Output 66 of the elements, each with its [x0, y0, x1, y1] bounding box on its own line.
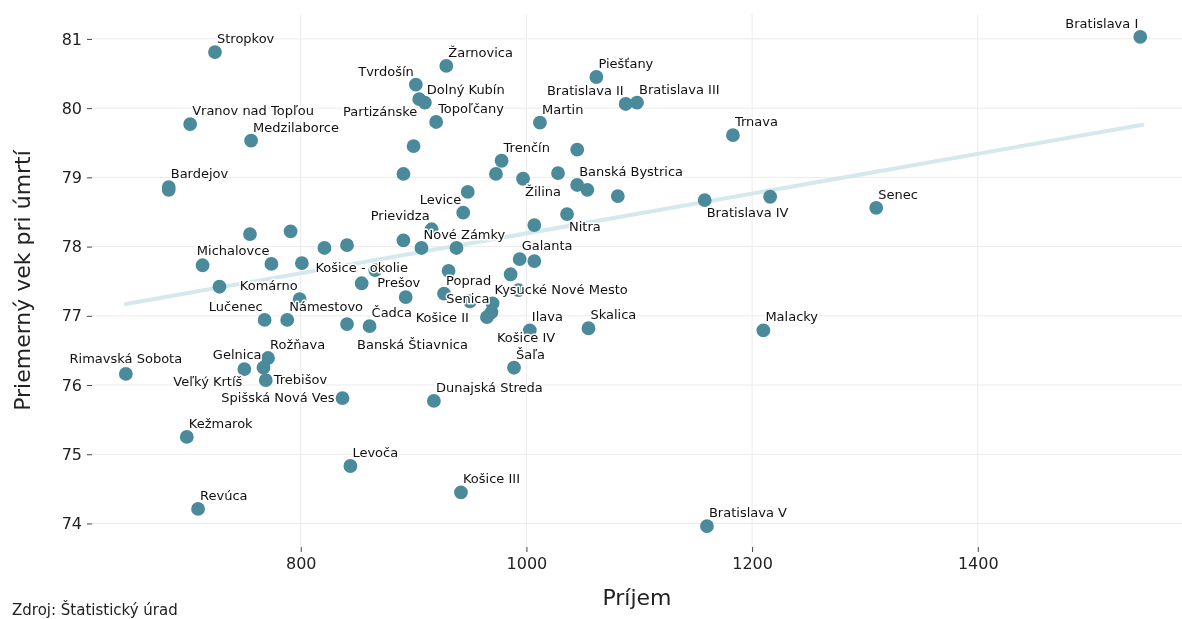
annotation: Levice	[419, 191, 462, 207]
annotation: Gelnica	[212, 346, 262, 362]
y-axis-title: Priemerný vek pri úmrtí	[10, 149, 35, 411]
annotation: Bratislava I	[1065, 15, 1139, 31]
annotation: Ilava	[531, 309, 563, 325]
annotation: Poprad	[446, 272, 492, 288]
annotation: Bratislava V	[708, 505, 788, 521]
annotation: Levoča	[352, 445, 399, 461]
annotation: Bratislava III	[639, 81, 720, 97]
annotation: Skalica	[590, 307, 637, 323]
y-tick-label: 79	[61, 167, 82, 187]
y-tick-label: 81	[61, 29, 82, 49]
annotation: Veľký Krtíš	[173, 374, 243, 390]
annotation: Prešov	[377, 275, 421, 291]
x-tick-label: 1000	[506, 554, 548, 574]
annotation: Dolný Kubín	[426, 81, 505, 97]
annotation: Prievidza	[370, 208, 430, 224]
text: Zdroj: Štatistický úrad	[12, 600, 178, 619]
annotation: Nitra	[569, 219, 601, 235]
annotation: Trenčín	[502, 139, 550, 155]
annotation: Lučenec	[208, 298, 263, 314]
annotation: Žilina	[525, 183, 561, 199]
y-tick-label: 78	[61, 237, 82, 257]
annotation: Piešťany	[598, 55, 654, 71]
annotation: Šaľa	[516, 346, 546, 362]
annotation: Košice II	[415, 310, 469, 326]
annotation: Senec	[878, 186, 918, 202]
y-tick-label: 75	[61, 444, 82, 464]
annotation: Nové Zámky	[423, 226, 506, 242]
annotation: Tvrdošín	[357, 63, 414, 79]
y-tick-label: 74	[61, 514, 82, 534]
annotation: Trebišov	[272, 372, 328, 388]
annotation: Košice IV	[496, 330, 556, 346]
annotation: Spišská Nová Ves	[221, 390, 335, 406]
annotation: Kežmarok	[188, 415, 254, 431]
x-axis-title: Príjem	[602, 585, 672, 610]
y-tick-label: 80	[61, 98, 82, 118]
annotation: Banská Bystrica	[579, 163, 684, 179]
annotation: Bardejov	[170, 166, 229, 182]
annotation: Dunajská Streda	[435, 379, 543, 395]
annotation: Trnava	[733, 114, 778, 130]
annotation: Komárno	[239, 278, 298, 294]
annotation: Rožňava	[270, 337, 326, 353]
annotation: Čadca	[371, 305, 412, 321]
y-tick-label: 76	[61, 375, 82, 395]
y-tick-label: 77	[61, 306, 82, 326]
annotation: Námestovo	[289, 298, 364, 314]
annotation: Topoľčany	[437, 100, 505, 116]
annotation: Partizánske	[343, 104, 418, 120]
annotation: Košice III	[462, 471, 520, 487]
annotation: Michalovce	[196, 242, 270, 258]
x-tick-label: 800	[285, 554, 317, 574]
annotation: Rimavská Sobota	[69, 350, 183, 366]
annotation: Vranov nad Topľou	[192, 103, 314, 119]
x-tick-label: 1400	[957, 554, 999, 574]
annotation: Revúca	[200, 487, 248, 503]
annotation: Medzilaborce	[253, 119, 339, 135]
annotation: Malacky	[765, 309, 819, 325]
annotation: Žarnovica	[448, 44, 513, 60]
annotation: Bratislava IV	[706, 205, 789, 221]
x-tick-label: 1200	[732, 554, 773, 574]
annotation: Martin	[541, 101, 584, 117]
annotation: Galanta	[521, 238, 573, 254]
annotation: Bratislava II	[546, 82, 624, 98]
annotation: Banská Štiavnica	[357, 337, 468, 353]
annotation: Stropkov	[216, 31, 275, 47]
